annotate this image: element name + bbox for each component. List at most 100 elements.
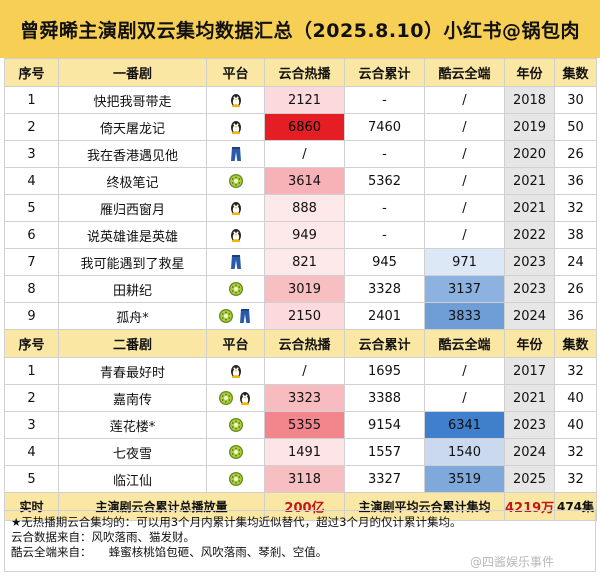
platform-cell: [206, 465, 265, 493]
kiwi-icon: [218, 390, 234, 406]
col-platform-header: 平台: [206, 329, 265, 358]
kuyun-value: /: [424, 357, 505, 385]
kuyun-value: 6341: [424, 411, 505, 439]
yunhe-cum-value: 1695: [344, 357, 425, 385]
penguin-icon: [228, 119, 244, 135]
year-value: 2023: [504, 411, 555, 439]
yunhe-cum-value: -: [344, 221, 425, 249]
kuyun-value: 1540: [424, 438, 505, 466]
row-number: 5: [4, 194, 59, 222]
col-no-header: 序号: [4, 329, 59, 358]
penguin-icon: [228, 227, 244, 243]
col-platform-header: 平台: [206, 58, 265, 87]
col-title-header: 二番剧: [58, 329, 207, 358]
watermark: @四酱娱乐事件: [470, 555, 555, 569]
episodes-value: 30: [554, 86, 597, 114]
yunhe-cum-value: -: [344, 194, 425, 222]
yunhe-hot-value: 1491: [264, 438, 345, 466]
row-number: 5: [4, 465, 59, 493]
platform-cell: [206, 86, 265, 114]
row-number: 2: [4, 384, 59, 412]
yunhe-cum-value: 3388: [344, 384, 425, 412]
row-number: 7: [4, 248, 59, 276]
year-value: 2024: [504, 438, 555, 466]
yunhe-hot-value: 2150: [264, 302, 345, 330]
penguin-icon: [237, 390, 253, 406]
yunhe-cum-value: 7460: [344, 113, 425, 141]
col-episodes-header: 集数: [554, 329, 597, 358]
episodes-value: 36: [554, 167, 597, 195]
avg-value: 4219万: [504, 492, 555, 521]
table-row: 2 嘉南传 3323 3388/2021 40: [4, 384, 597, 412]
drama-title: 终极笔记: [58, 167, 207, 195]
episodes-value: 32: [554, 194, 597, 222]
row-number: 1: [4, 357, 59, 385]
yunhe-hot-value: 3118: [264, 465, 345, 493]
yunhe-hot-value: 6860: [264, 113, 345, 141]
kuyun-value: 3833: [424, 302, 505, 330]
note-2: 云合数据来自：风吹落雨、猫发财。: [11, 530, 195, 544]
jeans-icon: [228, 146, 244, 162]
kiwi-icon: [228, 417, 244, 433]
col-episodes-header: 集数: [554, 58, 597, 87]
yunhe-cum-value: 1557: [344, 438, 425, 466]
row-number: 1: [4, 86, 59, 114]
year-value: 2023: [504, 248, 555, 276]
platform-cell: [206, 411, 265, 439]
penguin-icon: [228, 92, 244, 108]
drama-title: 青春最好时: [58, 357, 207, 385]
header-row: 序号 一番剧 平台 云合热播 云合累计 酷云全端 年份 集数: [4, 58, 597, 87]
drama-title: 我可能遇到了救星: [58, 248, 207, 276]
yunhe-cum-value: 3327: [344, 465, 425, 493]
kiwi-icon: [228, 173, 244, 189]
episodes-value: 32: [554, 357, 597, 385]
platform-cell: [206, 194, 265, 222]
footnotes: ★无热播期云合集均的：可以用3个月内累计集均近似替代，超过3个月的仅计累计集均。…: [4, 510, 596, 572]
note-3: 酷云全端来自： 蜂蜜核桃馅包砸、风吹落雨、琴剎、空值。: [11, 545, 328, 559]
row-number: 4: [4, 167, 59, 195]
kuyun-value: /: [424, 384, 505, 412]
col-no-header: 序号: [4, 58, 59, 87]
yunhe-hot-value: 3614: [264, 167, 345, 195]
table-row: 3 我在香港遇见他 / -/2020 26: [4, 140, 597, 168]
row-number: 9: [4, 302, 59, 330]
row-number: 2: [4, 113, 59, 141]
platform-cell: [206, 275, 265, 303]
sheet-title: 曾舜晞主演剧双云集均数据汇总（2025.8.10）小红书@锅包肉: [0, 0, 600, 58]
episodes-value: 26: [554, 275, 597, 303]
col-year-header: 年份: [504, 58, 555, 87]
jeans-icon: [228, 254, 244, 270]
platform-cell: [206, 221, 265, 249]
kiwi-icon: [228, 444, 244, 460]
yunhe-cum-value: 2401: [344, 302, 425, 330]
yunhe-cum-value: 3328: [344, 275, 425, 303]
kuyun-value: /: [424, 86, 505, 114]
table-row: 1 青春最好时/1695/2017 32: [4, 357, 597, 385]
total-views-value: 200亿: [264, 492, 345, 521]
year-value: 2023: [504, 275, 555, 303]
episodes-value: 40: [554, 411, 597, 439]
yunhe-hot-value: 888: [264, 194, 345, 222]
episodes-value: 32: [554, 465, 597, 493]
col-yunhe-cum-header: 云合累计: [344, 58, 425, 87]
yunhe-hot-value: 3019: [264, 275, 345, 303]
year-value: 2021: [504, 194, 555, 222]
episodes-value: 40: [554, 384, 597, 412]
table-row: 8 田耕纪 3019 3328 3137 2023 26: [4, 275, 597, 303]
drama-title: 莲花楼*: [58, 411, 207, 439]
year-value: 2025: [504, 465, 555, 493]
drama-title: 说英雄谁是英雄: [58, 221, 207, 249]
row-number: 3: [4, 140, 59, 168]
platform-cell: [206, 113, 265, 141]
kuyun-value: /: [424, 221, 505, 249]
totals-row: 实时 主演剧云合累计总播放量 200亿 主演剧平均云合累计集均 4219万 474集: [4, 492, 597, 521]
row-number: 4: [4, 438, 59, 466]
kiwi-icon: [218, 308, 234, 324]
year-value: 2021: [504, 384, 555, 412]
penguin-icon: [228, 200, 244, 216]
kiwi-icon: [228, 471, 244, 487]
drama-title: 七夜雪: [58, 438, 207, 466]
table-row: 4 终极笔记 3614 5362/2021 36: [4, 167, 597, 195]
table-row: 4 七夜雪 1491 1557 1540 2024 32: [4, 438, 597, 466]
